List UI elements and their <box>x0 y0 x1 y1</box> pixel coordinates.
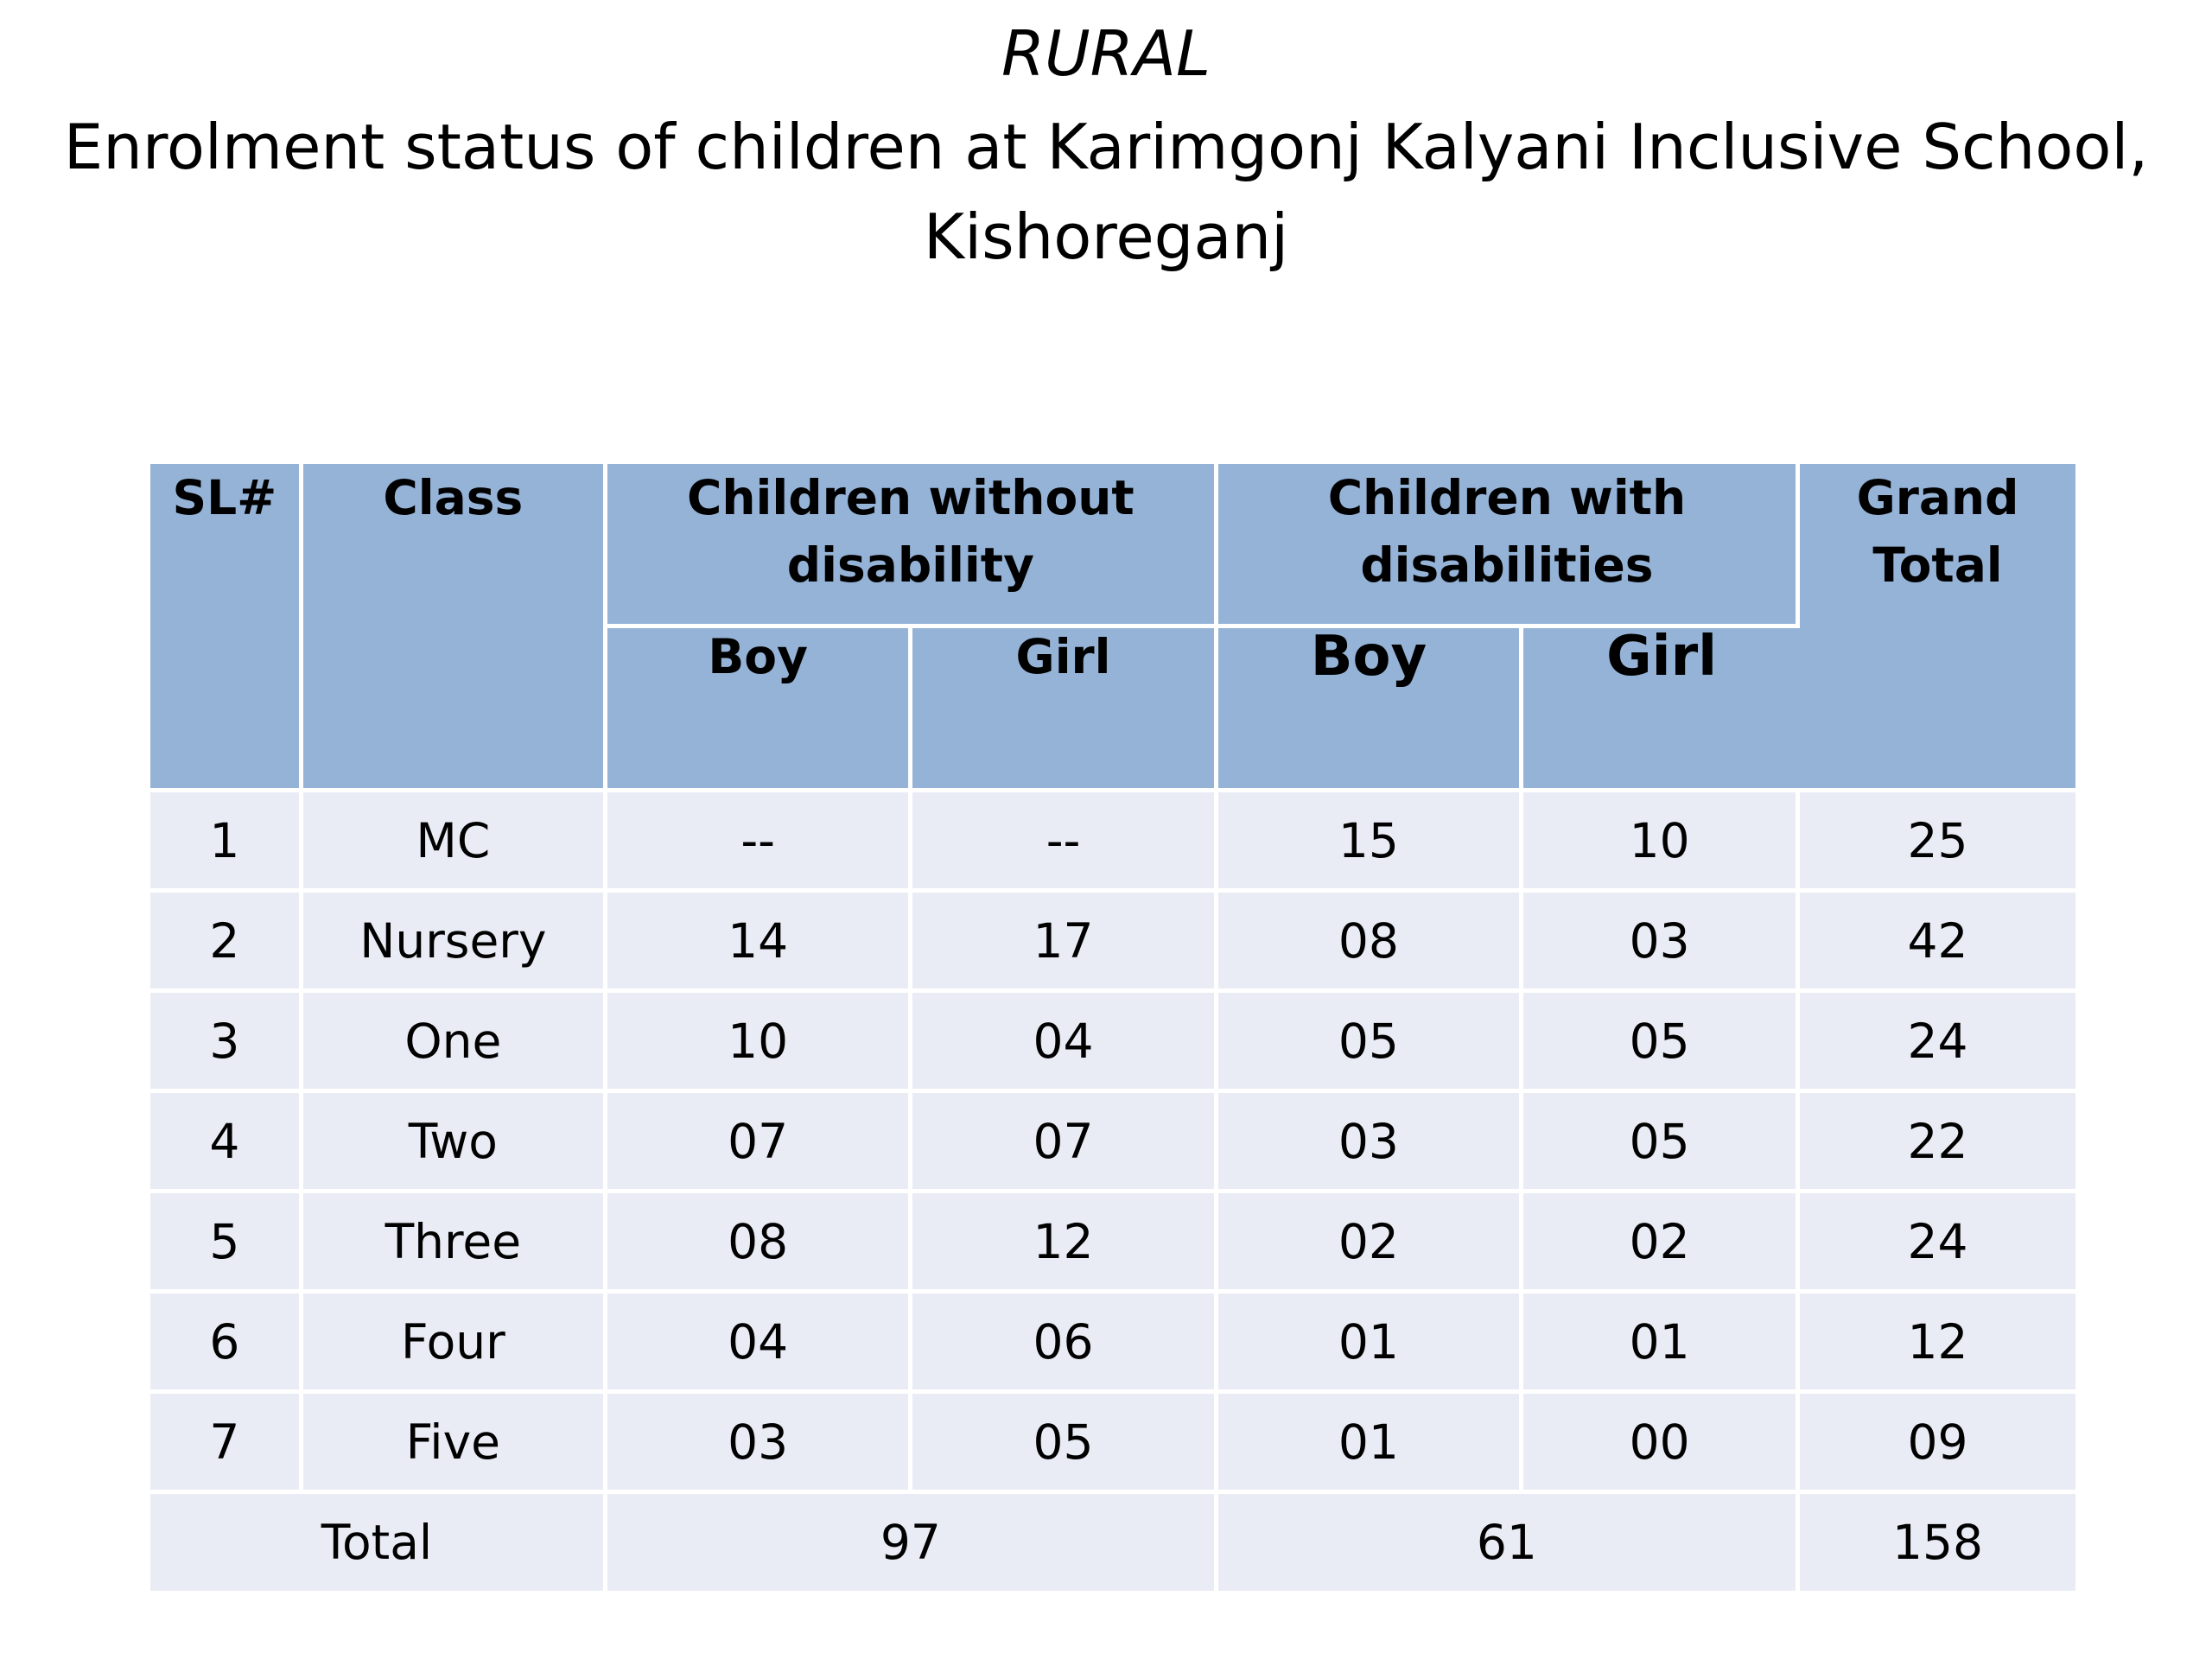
cell-w-girl: 05 <box>1523 993 1801 1093</box>
cell-wo-girl: 04 <box>912 993 1218 1093</box>
cell-wo-girl: 17 <box>912 893 1218 993</box>
header-boy: Boy <box>1217 628 1524 792</box>
cell-wo-boy: 10 <box>607 993 913 1093</box>
cell-sl: 3 <box>150 993 303 1093</box>
header-without-disability: Children without disability <box>607 464 1218 628</box>
cell-wo-girl: 12 <box>912 1193 1218 1294</box>
cell-total: 24 <box>1800 993 2075 1093</box>
header-grand-total: Grand Total <box>1800 464 2075 792</box>
header-with-disabilities: Children with disabilities <box>1217 464 1801 628</box>
cell-total: 09 <box>1800 1394 2075 1494</box>
cell-class: Five <box>302 1394 607 1494</box>
header-class: Class <box>302 464 607 792</box>
cell-wo-girl: 06 <box>912 1294 1218 1394</box>
cell-sl: 2 <box>150 893 303 993</box>
total-without-disability: 97 <box>607 1494 1218 1595</box>
cell-wo-boy: 04 <box>607 1294 913 1394</box>
header-boy: Boy <box>607 628 913 792</box>
header-girl: Girl <box>1523 628 1801 792</box>
cell-sl: 1 <box>150 792 303 893</box>
cell-sl: 5 <box>150 1193 303 1294</box>
cell-w-girl: 01 <box>1523 1294 1801 1394</box>
table-body: 1 MC -- -- 15 10 25 2 Nursery 14 17 08 0… <box>150 792 2075 1595</box>
cell-w-boy: 01 <box>1217 1294 1524 1394</box>
cell-class: Three <box>302 1193 607 1294</box>
header-sl: SL# <box>150 464 303 792</box>
cell-w-boy: 15 <box>1217 792 1524 893</box>
cell-total: 42 <box>1800 893 2075 993</box>
cell-w-boy: 03 <box>1217 1093 1524 1193</box>
cell-wo-girl: 07 <box>912 1093 1218 1193</box>
cell-w-girl: 05 <box>1523 1093 1801 1193</box>
table-row: 5 Three 08 12 02 02 24 <box>150 1193 2075 1294</box>
total-with-disabilities: 61 <box>1217 1494 1801 1595</box>
enrolment-table: SL# Class Children without disability Ch… <box>150 464 2075 1595</box>
cell-class: Four <box>302 1294 607 1394</box>
cell-wo-boy: -- <box>607 792 913 893</box>
title-line: Kishoreganj <box>923 200 1289 273</box>
cell-w-girl: 03 <box>1523 893 1801 993</box>
cell-wo-girl: -- <box>912 792 1218 893</box>
table-row: 4 Two 07 07 03 05 22 <box>150 1093 2075 1193</box>
table-row: 1 MC -- -- 15 10 25 <box>150 792 2075 893</box>
table-row: 2 Nursery 14 17 08 03 42 <box>150 893 2075 993</box>
table-row: 7 Five 03 05 01 00 09 <box>150 1394 2075 1494</box>
cell-sl: 4 <box>150 1093 303 1193</box>
cell-total: 24 <box>1800 1193 2075 1294</box>
page-title-rural: RURAL <box>1001 17 1211 90</box>
cell-class: One <box>302 993 607 1093</box>
table-row: 3 One 10 04 05 05 24 <box>150 993 2075 1093</box>
cell-w-girl: 10 <box>1523 792 1801 893</box>
cell-wo-boy: 07 <box>607 1093 913 1193</box>
cell-class: Nursery <box>302 893 607 993</box>
page-title: Enrolment status of children at Karimgon… <box>0 102 2212 282</box>
cell-total: 12 <box>1800 1294 2075 1394</box>
cell-w-girl: 00 <box>1523 1394 1801 1494</box>
cell-total: 22 <box>1800 1093 2075 1193</box>
title-line: Enrolment status of children at Karimgon… <box>63 111 2149 183</box>
cell-w-girl: 02 <box>1523 1193 1801 1294</box>
header-girl: Girl <box>912 628 1218 792</box>
cell-total: 25 <box>1800 792 2075 893</box>
total-grand: 158 <box>1800 1494 2075 1595</box>
total-row: Total 97 61 158 <box>150 1494 2075 1595</box>
cell-class: Two <box>302 1093 607 1193</box>
cell-class: MC <box>302 792 607 893</box>
table-row: 6 Four 04 06 01 01 12 <box>150 1294 2075 1394</box>
cell-w-boy: 05 <box>1217 993 1524 1093</box>
cell-wo-boy: 03 <box>607 1394 913 1494</box>
cell-wo-boy: 14 <box>607 893 913 993</box>
cell-wo-girl: 05 <box>912 1394 1218 1494</box>
cell-sl: 6 <box>150 1294 303 1394</box>
cell-sl: 7 <box>150 1394 303 1494</box>
total-label: Total <box>150 1494 607 1595</box>
cell-w-boy: 08 <box>1217 893 1524 993</box>
cell-wo-boy: 08 <box>607 1193 913 1294</box>
cell-w-boy: 01 <box>1217 1394 1524 1494</box>
cell-w-boy: 02 <box>1217 1193 1524 1294</box>
